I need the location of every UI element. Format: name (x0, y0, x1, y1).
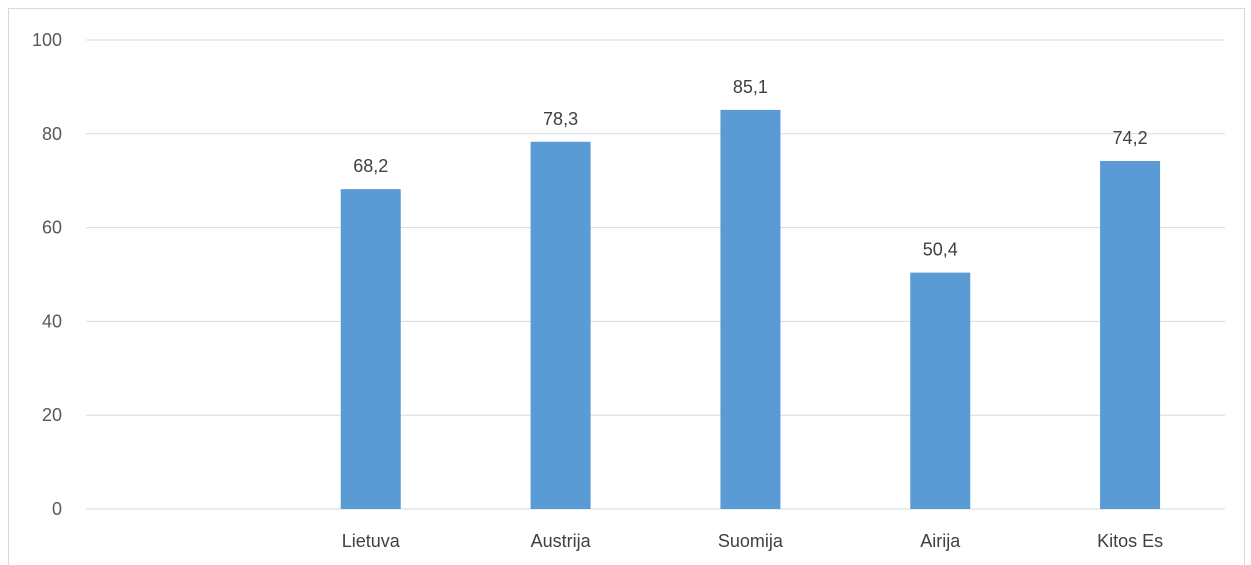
bar (1100, 161, 1161, 509)
x-category-label: Austrija (531, 531, 592, 551)
y-tick-label: 20 (42, 405, 62, 425)
data-label: 78,3 (543, 109, 578, 129)
x-category-label: Airija (920, 531, 961, 551)
data-label: 74,2 (1113, 128, 1148, 148)
y-tick-label: 40 (42, 311, 62, 331)
data-label: 68,2 (353, 156, 388, 176)
y-tick-label: 80 (42, 124, 62, 144)
bar (720, 109, 781, 510)
x-category-label: Suomija (718, 531, 784, 551)
y-tick-label: 100 (32, 30, 62, 50)
data-label: 85,1 (733, 77, 768, 97)
chart-frame (8, 8, 1245, 565)
bar (530, 141, 591, 509)
x-category-label: Lietuva (342, 531, 401, 551)
y-tick-label: 60 (42, 218, 62, 238)
x-category-label: Kitos Es (1097, 531, 1163, 551)
bar (340, 189, 401, 509)
y-tick-label: 0 (52, 499, 62, 519)
data-label: 50,4 (923, 240, 958, 260)
bar (910, 272, 971, 509)
